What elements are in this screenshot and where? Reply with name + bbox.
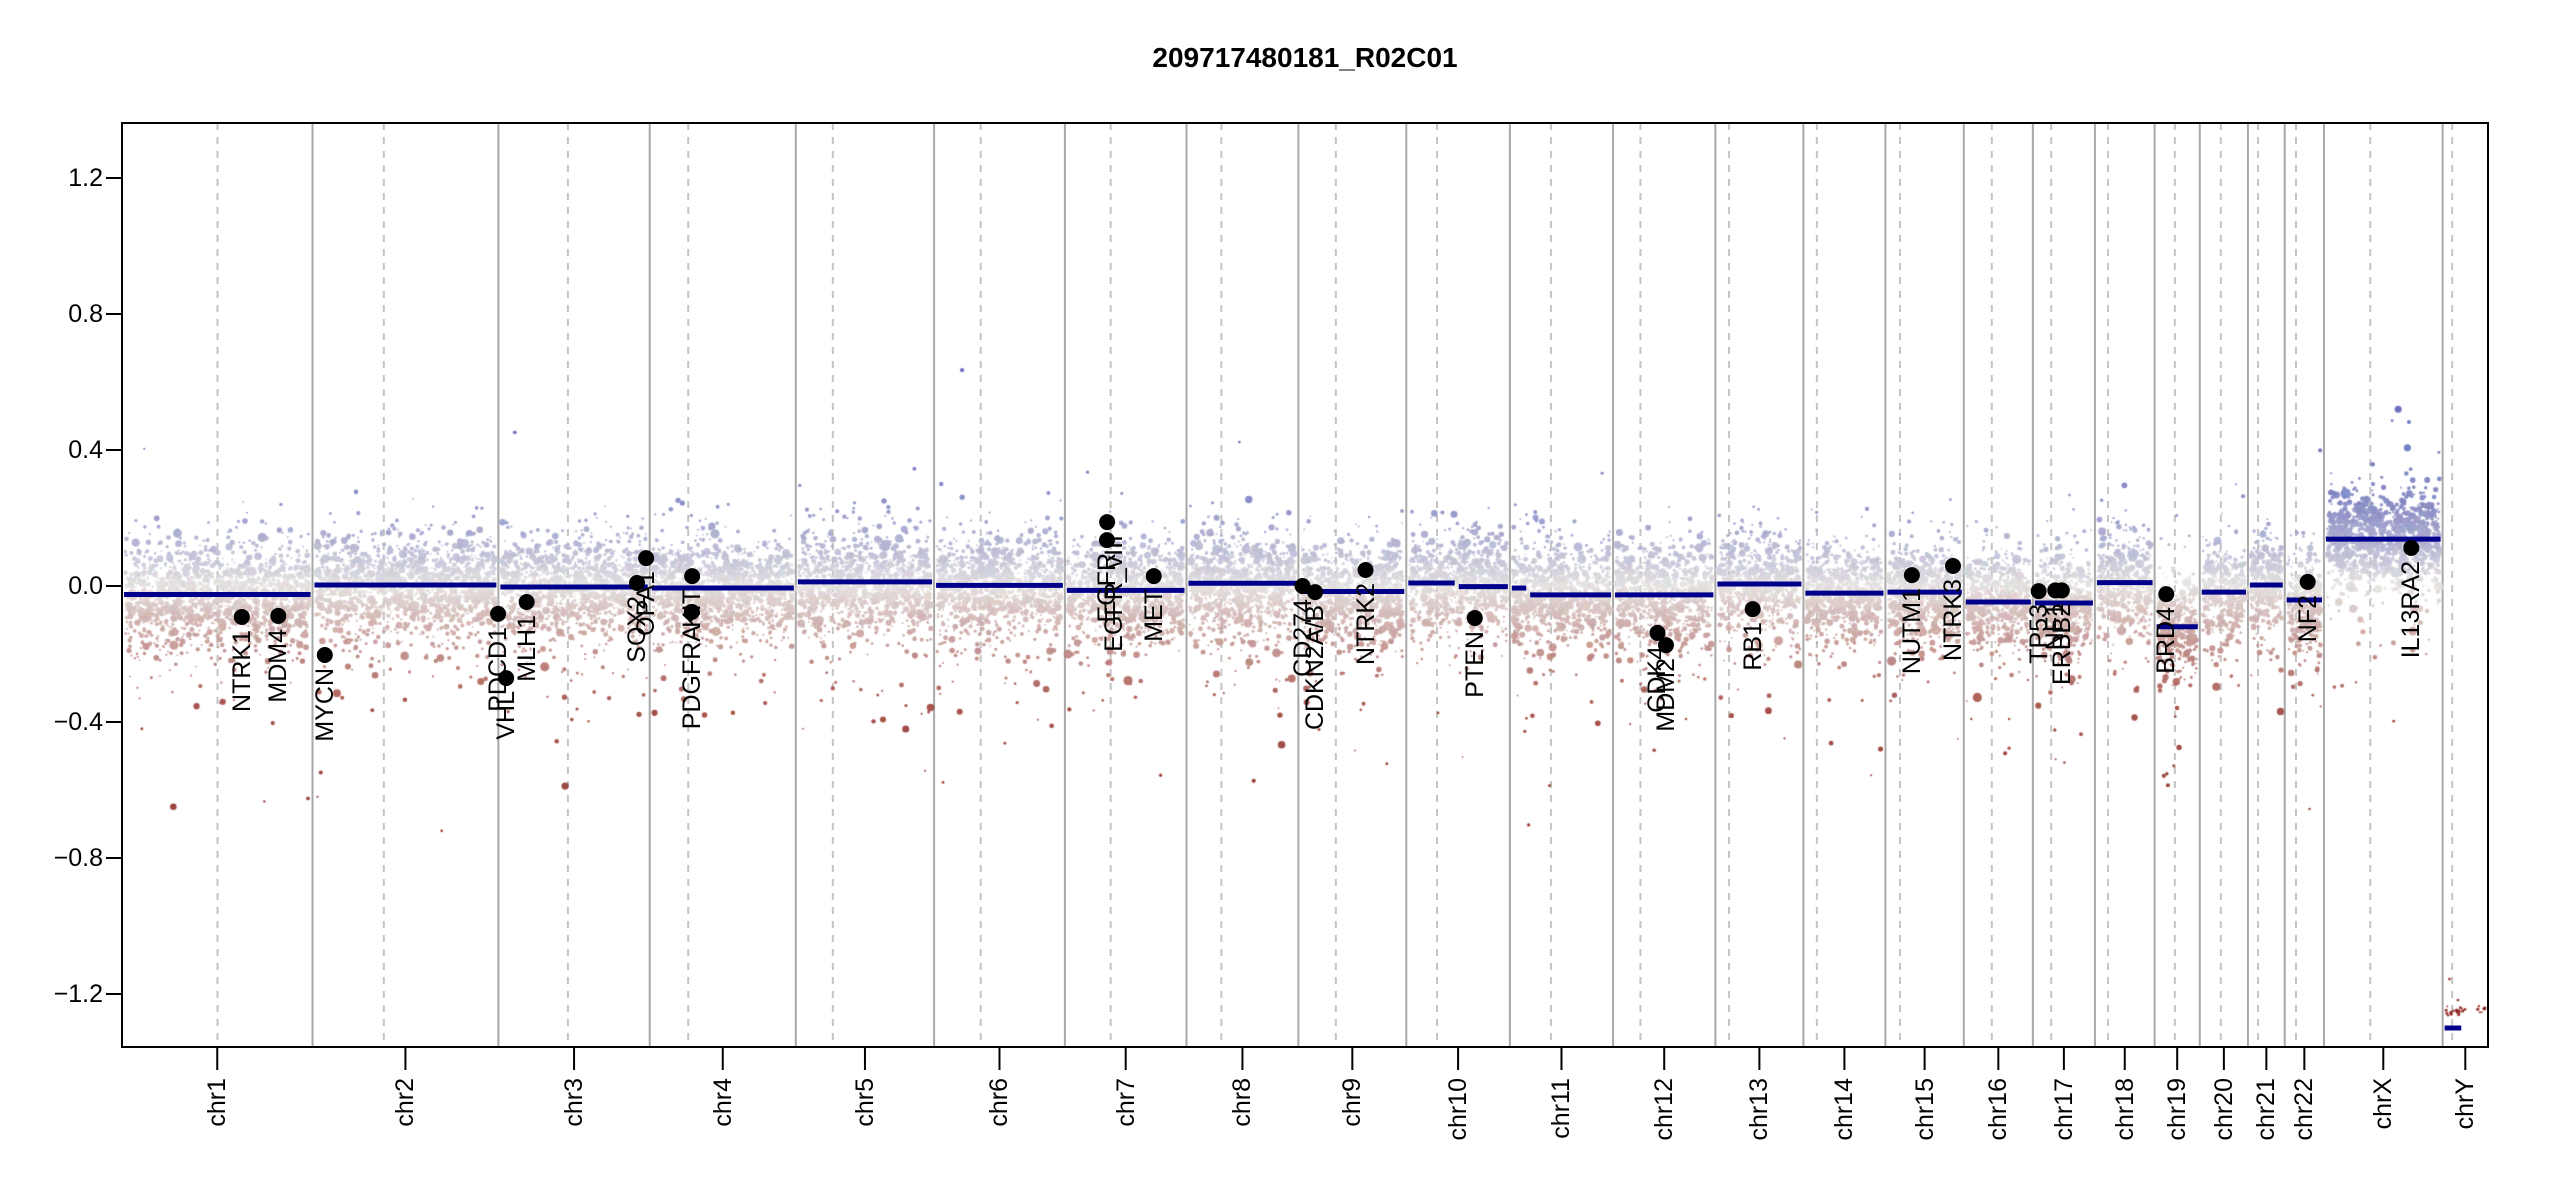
x-axis-label-chr11: chr11 — [1547, 1078, 1576, 1139]
gene-label-pten: PTEN — [1460, 630, 1489, 698]
gene-label-rb1: RB1 — [1738, 622, 1767, 671]
x-axis-label-chr21: chr21 — [2252, 1078, 2281, 1141]
gene-label-pdgfra: PDGFRA — [677, 624, 706, 730]
y-axis-tick-label: 0.0 — [68, 572, 103, 600]
x-axis-label-chr15: chr15 — [1910, 1078, 1939, 1141]
gene-dot-cdkn2a-b — [1307, 584, 1324, 601]
gene-dot-il13ra2 — [2403, 539, 2420, 556]
gene-dot-egfr — [1098, 532, 1115, 549]
y-axis-tick-label: 0.8 — [68, 300, 103, 328]
x-axis-label-chr16: chr16 — [1984, 1078, 2013, 1141]
y-axis-tick-label: −0.4 — [53, 708, 103, 736]
x-axis-label-chr3: chr3 — [560, 1078, 589, 1127]
x-axis-label-chr12: chr12 — [1650, 1078, 1679, 1141]
gene-dot-erbb2 — [2053, 582, 2070, 599]
gene-dot-mdm4 — [270, 607, 287, 624]
gene-dot-tp53 — [2030, 583, 2047, 600]
x-axis-label-chr7: chr7 — [1111, 1078, 1140, 1127]
gene-label-nf2: NF2 — [2293, 594, 2322, 643]
gene-dot-cd274 — [1294, 578, 1311, 594]
x-axis-label-chr9: chr9 — [1338, 1078, 1367, 1127]
gene-label-mycn: MYCN — [310, 668, 339, 742]
gene-dot-pten — [1466, 609, 1483, 626]
gene-dot-nf2 — [2299, 573, 2316, 590]
x-axis-label-chr18: chr18 — [2110, 1078, 2139, 1141]
gene-dot-ntrk3 — [1945, 557, 1962, 574]
gene-dot-nutm1 — [1903, 567, 1920, 584]
gene-label-ntrk3: NTRK3 — [1939, 578, 1967, 661]
y-axis-tick-label: 1.2 — [68, 164, 103, 192]
gene-dot-brd4 — [2158, 586, 2175, 603]
gene-label-il13ra2: IL13RA2 — [2397, 560, 2426, 659]
x-axis-label-chr13: chr13 — [1745, 1078, 1774, 1141]
x-axis-label-chr6: chr6 — [985, 1078, 1014, 1127]
gene-dot-vhl — [498, 670, 515, 687]
gene-dot-mycn — [316, 647, 333, 664]
gene-label-opa1: OPA1 — [632, 571, 661, 636]
gene-dot-pdgfra — [683, 603, 700, 620]
x-axis-label-chr14: chr14 — [1830, 1078, 1859, 1141]
x-axis-label-chr4: chr4 — [708, 1078, 737, 1127]
gene-dot-ntrk2 — [1357, 562, 1374, 579]
gene-label-cdkn2a-b: CDKN2A/B — [1301, 605, 1330, 731]
gene-dot-rb1 — [1744, 601, 1761, 618]
gene-dot-kit — [684, 568, 701, 585]
x-axis-label-chr22: chr22 — [2290, 1078, 2319, 1141]
gene-dot-sox2 — [629, 574, 646, 591]
y-axis-tick-label: 0.4 — [68, 436, 103, 464]
gene-label-ntrk1: NTRK1 — [227, 629, 256, 712]
x-axis-label-chr17: chr17 — [2049, 1078, 2078, 1141]
x-axis-label-chr5: chr5 — [850, 1078, 879, 1127]
x-axis-label-chrX: chrX — [2369, 1078, 2398, 1130]
gene-dot-pdcd1 — [490, 605, 507, 622]
gene-dot-egfr-viii — [1099, 514, 1116, 531]
gene-label-nutm1: NUTM1 — [1897, 588, 1926, 675]
gene-dot-met — [1145, 568, 1162, 585]
x-axis-label-chr20: chr20 — [2209, 1078, 2238, 1141]
gene-label-egfr-viii: EGFR_vIII — [1100, 535, 1129, 652]
gene-label-met: MET — [1139, 589, 1168, 642]
x-axis-label-chr19: chr19 — [2163, 1078, 2192, 1141]
gene-dot-mdm2 — [1657, 637, 1674, 654]
gene-label-erbb2: ERBB2 — [2047, 603, 2076, 686]
y-axis-tick-label: −1.2 — [53, 980, 103, 1008]
gene-dot-opa1 — [638, 550, 655, 567]
x-axis-label-chr10: chr10 — [1444, 1078, 1473, 1141]
x-axis-label-chrY: chrY — [2451, 1078, 2480, 1130]
x-axis-label-chr1: chr1 — [203, 1078, 232, 1127]
gene-label-kit: KIT — [678, 589, 707, 629]
gene-label-mdm4: MDM4 — [264, 628, 293, 703]
gene-label-mdm2: MDM2 — [1651, 658, 1680, 732]
x-axis-label-chr8: chr8 — [1228, 1078, 1257, 1127]
gene-dot-ntrk1 — [233, 608, 250, 625]
x-axis-label-chr2: chr2 — [391, 1078, 420, 1127]
gene-dot-cdk4 — [1649, 624, 1666, 641]
gene-label-ntrk2: NTRK2 — [1351, 583, 1380, 665]
gene-dot-mlh1 — [518, 593, 535, 610]
gene-label-brd4: BRD4 — [2152, 607, 2181, 674]
gene-label-vhl: VHL — [492, 691, 521, 740]
y-axis-tick-label: −0.8 — [53, 844, 103, 872]
gene-label-mlh1: MLH1 — [512, 614, 541, 682]
